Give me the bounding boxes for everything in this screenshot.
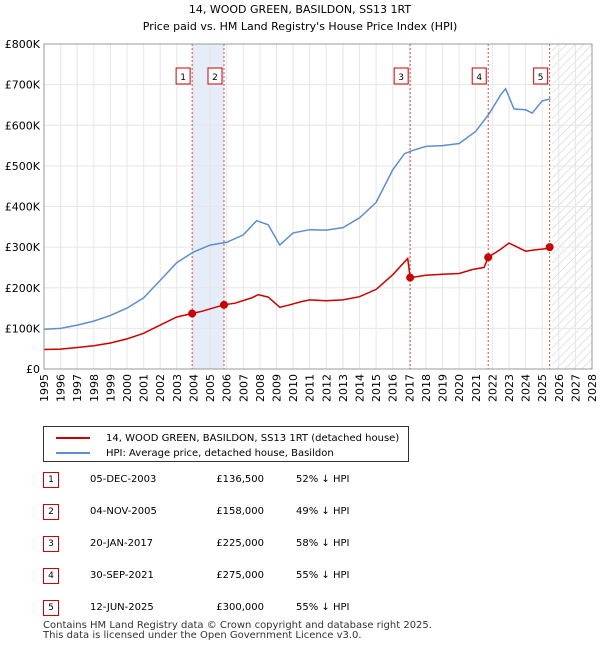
sale-price: £300,000 — [216, 602, 264, 613]
y-tick-label: £400K — [5, 201, 41, 214]
sale-label: 3 — [398, 73, 404, 83]
sale-row: 3 20-JAN-2017 £225,000 58% ↓ HPI — [43, 536, 463, 552]
x-tick-label: 2021 — [470, 374, 483, 402]
sale-marker: 2 — [43, 504, 59, 520]
legend-item-hpi: HPI: Average price, detached house, Basi… — [56, 445, 334, 461]
sale-marker: 5 — [43, 600, 59, 616]
sale-date: 20-JAN-2017 — [90, 538, 154, 549]
x-tick-label: 2014 — [354, 374, 367, 402]
sale-price: £275,000 — [216, 570, 264, 581]
x-tick-label: 2004 — [187, 374, 200, 402]
y-tick-label: £100K — [5, 322, 41, 335]
x-tick-label: 2013 — [337, 374, 350, 402]
x-tick-label: 2022 — [486, 374, 499, 402]
plot-border — [43, 43, 593, 370]
x-tick-label: 2018 — [420, 374, 433, 402]
sale-row: 4 30-SEP-2021 £275,000 55% ↓ HPI — [43, 568, 463, 584]
sale-hpi-diff: 55% ↓ HPI — [296, 570, 350, 581]
y-tick-label: £700K — [5, 79, 41, 92]
x-tick-label: 2011 — [304, 374, 317, 402]
sale-point — [220, 300, 229, 309]
sale-row: 5 12-JUN-2025 £300,000 55% ↓ HPI — [43, 600, 463, 616]
x-tick-label: 2027 — [569, 374, 582, 402]
x-tick-label: 2019 — [437, 374, 450, 402]
sale-point — [545, 243, 554, 252]
sale-date: 12-JUN-2025 — [90, 602, 154, 613]
property-price-line — [44, 242, 550, 351]
sale-date: 05-DEC-2003 — [90, 474, 157, 485]
chart-title: 14, WOOD GREEN, BASILDON, SS13 1RT — [189, 3, 412, 16]
y-tick-label: £200K — [5, 282, 41, 295]
sale-label-box — [533, 67, 549, 85]
price-chart: 14, WOOD GREEN, BASILDON, SS13 1RT Price … — [5, 3, 599, 402]
legend-swatch-hpi — [56, 452, 90, 454]
hpi-line — [44, 87, 551, 330]
x-tick-label: 2009 — [270, 374, 283, 402]
sale-point — [484, 253, 493, 262]
sale-label-box — [393, 67, 409, 85]
x-tick-label: 1998 — [88, 374, 101, 402]
sale-row: 2 04-NOV-2005 £158,000 49% ↓ HPI — [43, 504, 463, 520]
x-tick-label: 2008 — [254, 374, 267, 402]
sale-point — [188, 309, 197, 318]
legend: 14, WOOD GREEN, BASILDON, SS13 1RT (deta… — [43, 426, 409, 462]
sale-date: 04-NOV-2005 — [90, 506, 157, 517]
sale-label-box — [175, 67, 191, 85]
x-tick-label: 2023 — [503, 374, 516, 402]
footer-licence: This data is licensed under the Open Gov… — [43, 630, 362, 641]
x-tick-label: 1996 — [55, 374, 68, 402]
sale-row: 1 05-DEC-2003 £136,500 52% ↓ HPI — [43, 472, 463, 488]
legend-item-property: 14, WOOD GREEN, BASILDON, SS13 1RT (deta… — [56, 430, 399, 446]
y-tick-label: £600K — [5, 119, 41, 132]
sale-point — [406, 273, 415, 282]
footer-copyright: Contains HM Land Registry data © Crown c… — [43, 620, 432, 631]
x-tick-label: 1997 — [71, 374, 84, 402]
sale-label: 5 — [538, 73, 544, 83]
sale-hpi-diff: 49% ↓ HPI — [296, 506, 350, 517]
y-tick-label: £300K — [5, 241, 41, 254]
x-tick-label: 2010 — [287, 374, 300, 402]
sale-price: £136,500 — [216, 474, 264, 485]
sale-label: 4 — [476, 73, 482, 83]
x-tick-label: 2006 — [221, 374, 234, 402]
sale-marker: 4 — [43, 568, 59, 584]
x-tick-label: 2005 — [204, 374, 217, 402]
sale-label-box — [207, 67, 223, 85]
x-tick-label: 2028 — [586, 374, 599, 402]
x-tick-label: 1995 — [38, 374, 51, 402]
legend-swatch-property — [56, 437, 90, 439]
x-tick-label: 2002 — [154, 374, 167, 402]
x-tick-label: 2024 — [520, 374, 533, 402]
x-tick-label: 1999 — [104, 374, 117, 402]
legend-label-property: 14, WOOD GREEN, BASILDON, SS13 1RT (deta… — [106, 432, 400, 444]
x-tick-label: 2003 — [171, 374, 184, 402]
sale-hpi-diff: 55% ↓ HPI — [296, 602, 350, 613]
sale-date: 30-SEP-2021 — [90, 570, 154, 581]
x-tick-label: 2017 — [403, 374, 416, 402]
x-tick-label: 2020 — [453, 374, 466, 402]
footer: Contains HM Land Registry data © Crown c… — [43, 621, 432, 641]
sale-price: £158,000 — [216, 506, 264, 517]
sale-marker: 1 — [43, 472, 59, 488]
sale-hpi-diff: 58% ↓ HPI — [296, 538, 350, 549]
y-tick-label: £800K — [5, 38, 41, 51]
chart-subtitle: Price paid vs. HM Land Registry's House … — [143, 20, 458, 33]
sale-price: £225,000 — [216, 538, 264, 549]
x-tick-label: 2007 — [237, 374, 250, 402]
y-tick-label: £500K — [5, 160, 41, 173]
sale-marker: 3 — [43, 536, 59, 552]
x-tick-label: 2000 — [121, 374, 134, 402]
x-tick-label: 2015 — [370, 374, 383, 402]
x-tick-label: 2001 — [138, 374, 151, 402]
legend-label-hpi: HPI: Average price, detached house, Basi… — [106, 447, 334, 459]
sale-label-box — [471, 67, 487, 85]
x-tick-label: 2025 — [536, 374, 549, 402]
x-tick-label: 2026 — [553, 374, 566, 402]
y-tick-label: £0 — [26, 363, 40, 376]
x-tick-label: 2016 — [387, 374, 400, 402]
sale-label: 1 — [180, 73, 186, 83]
sale-label: 2 — [212, 73, 218, 83]
x-tick-label: 2012 — [320, 374, 333, 402]
sale-hpi-diff: 52% ↓ HPI — [296, 474, 350, 485]
